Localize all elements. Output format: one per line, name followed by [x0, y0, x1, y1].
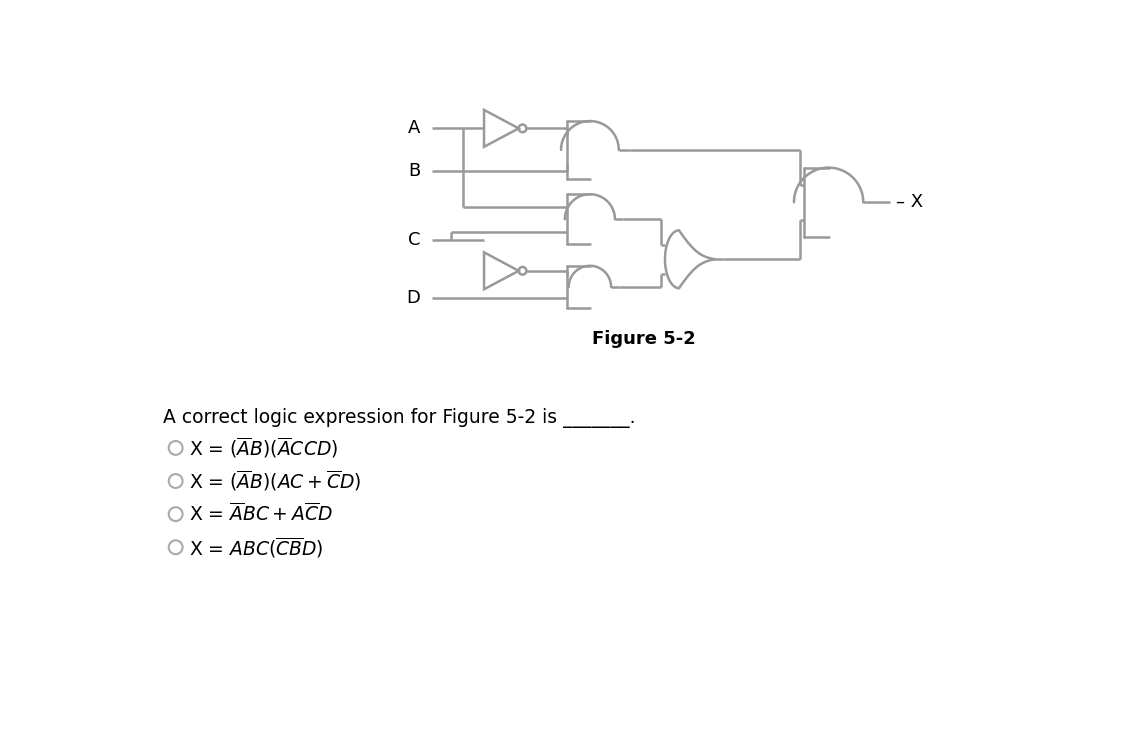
- Text: – X: – X: [896, 194, 923, 211]
- Text: X = $\overline{A}BC + A\overline{C}D$: X = $\overline{A}BC + A\overline{C}D$: [189, 503, 333, 526]
- Text: X = $(\overline{A}B)(AC + \overline{C}D)$: X = $(\overline{A}B)(AC + \overline{C}D)…: [189, 469, 361, 493]
- Text: X = $(\overline{A}B)(\overline{A}CCD)$: X = $(\overline{A}B)(\overline{A}CCD)$: [189, 436, 338, 460]
- Text: X = $ABC(\overline{C}\overline{B}D)$: X = $ABC(\overline{C}\overline{B}D)$: [189, 535, 324, 559]
- Text: A correct logic expression for Figure 5-2 is _______.: A correct logic expression for Figure 5-…: [163, 408, 635, 428]
- Text: B: B: [408, 162, 420, 180]
- Text: D: D: [407, 289, 420, 307]
- Text: A: A: [408, 119, 420, 138]
- Text: Figure 5-2: Figure 5-2: [592, 330, 696, 347]
- Text: C: C: [408, 231, 420, 249]
